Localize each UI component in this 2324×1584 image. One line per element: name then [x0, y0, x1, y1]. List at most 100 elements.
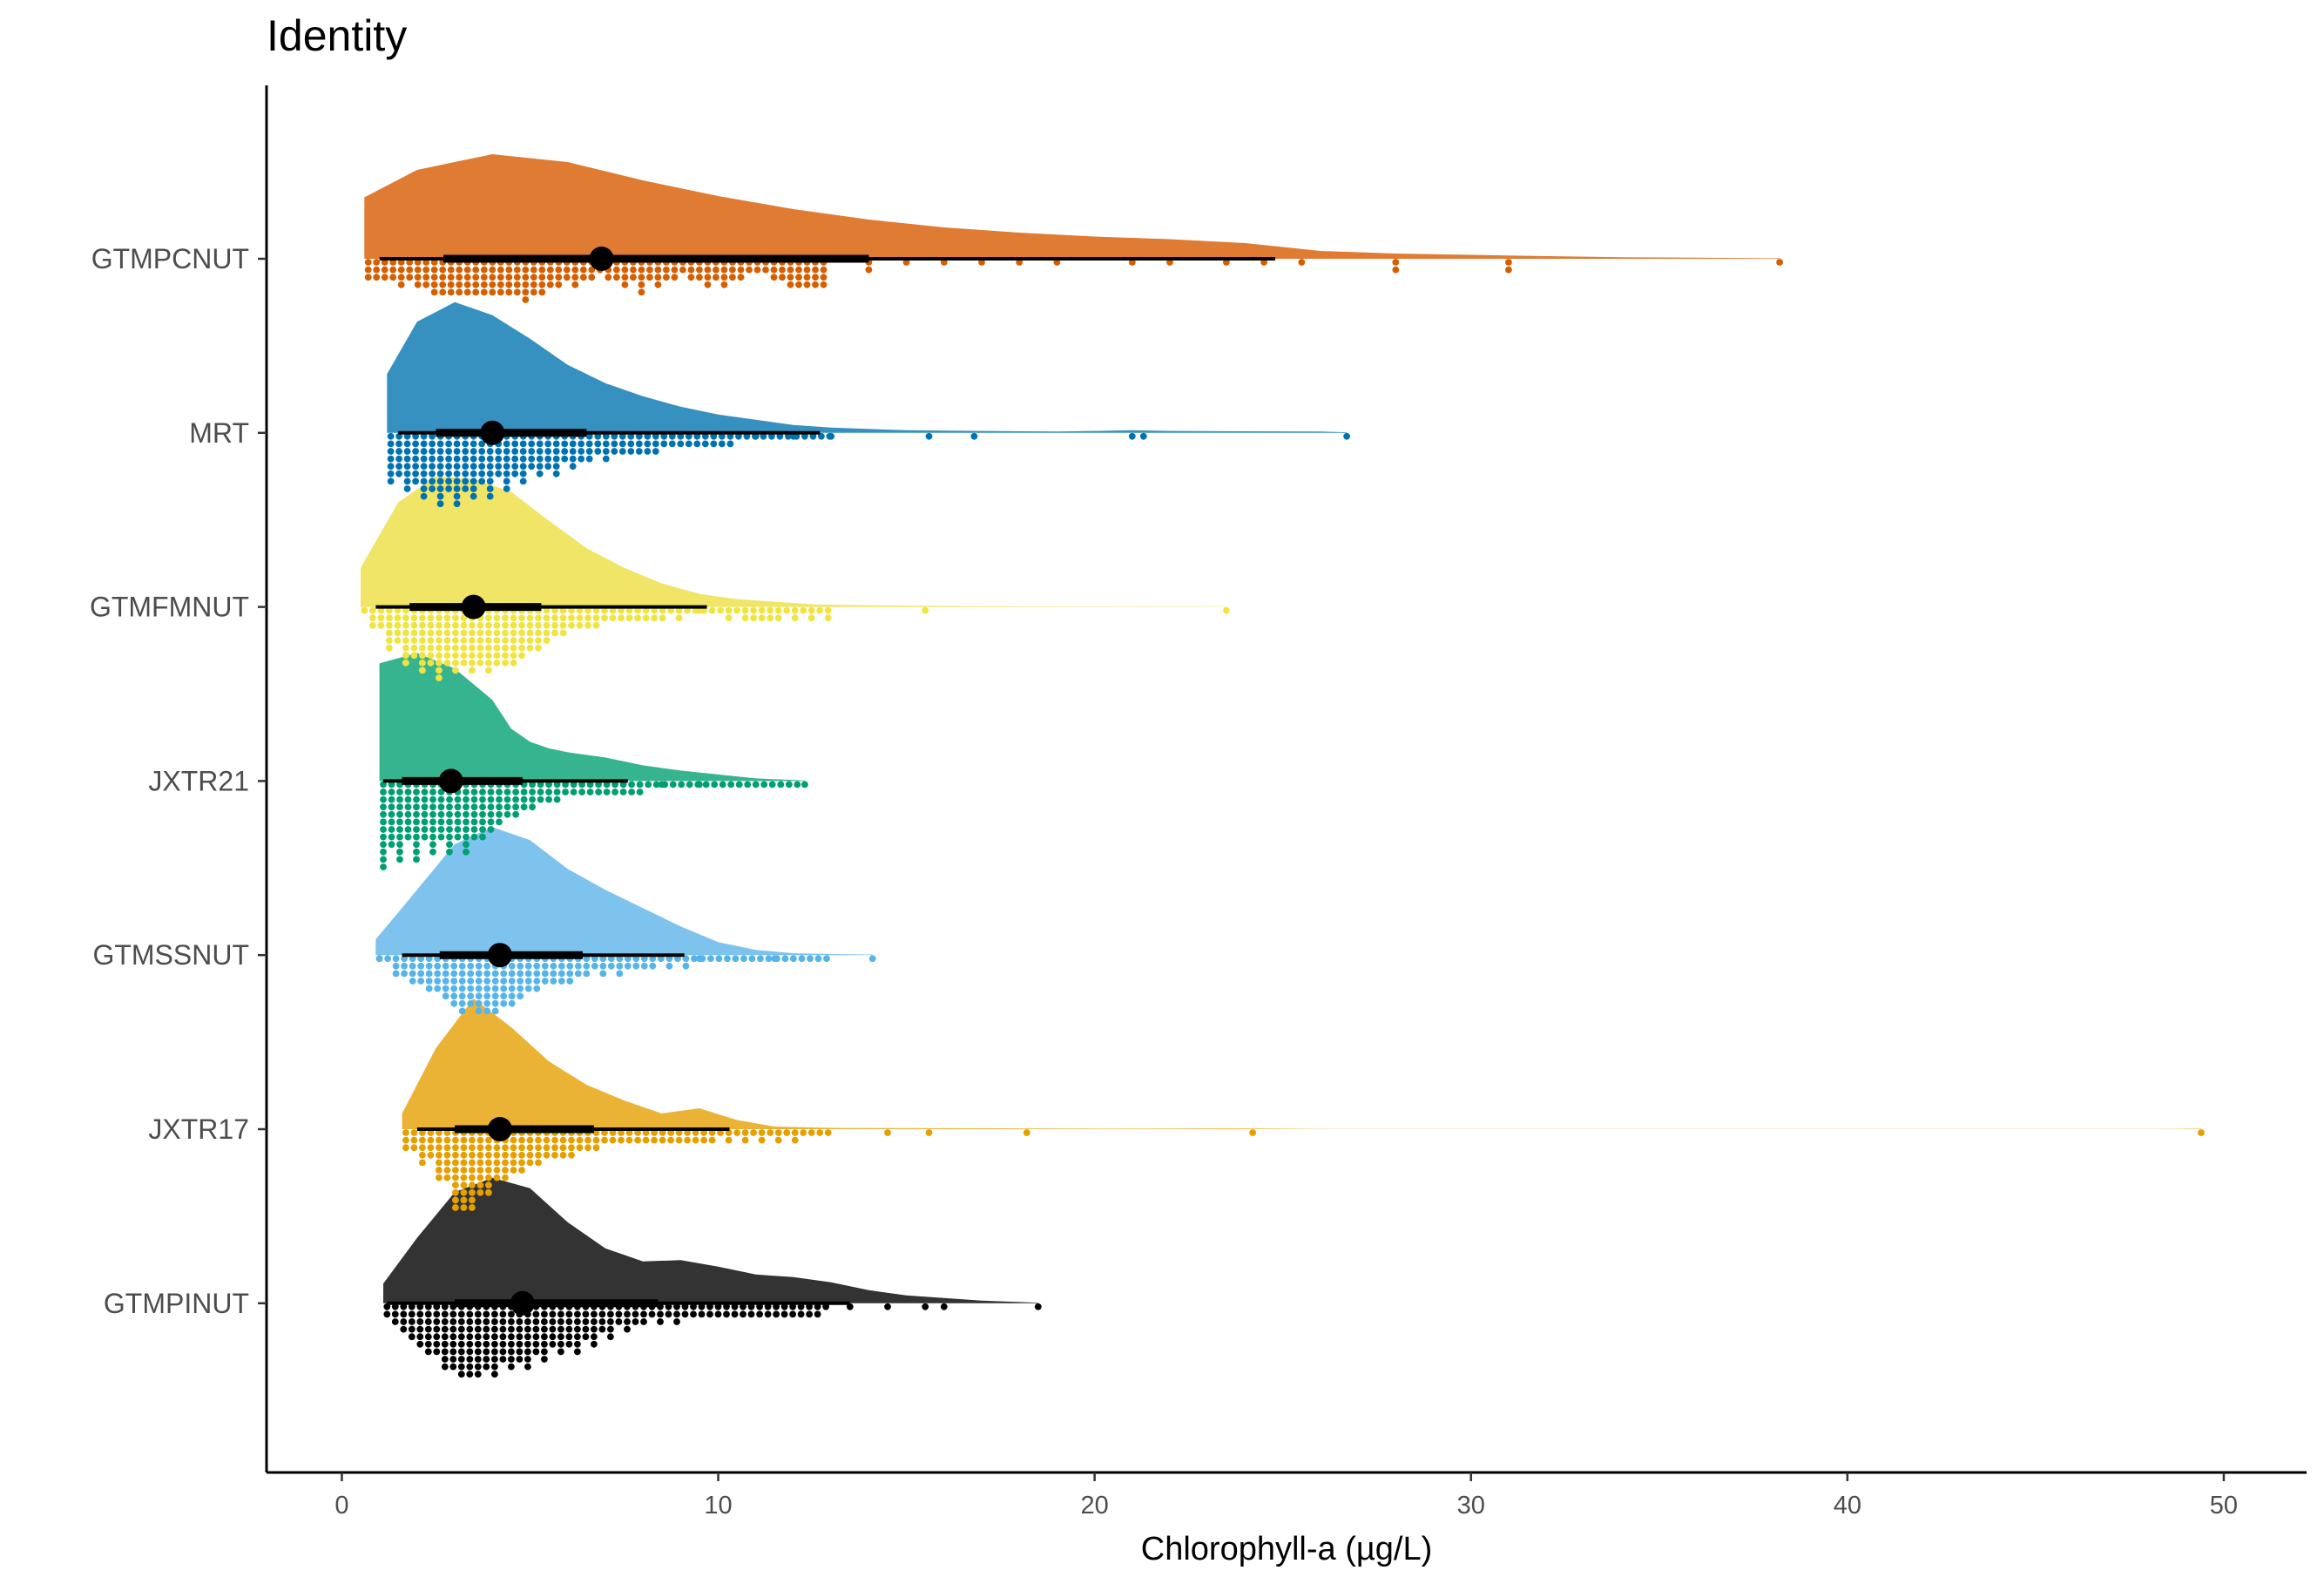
rain-dot — [659, 1136, 666, 1144]
rain-dot — [485, 637, 492, 644]
rain-dot — [611, 440, 618, 448]
rain-dot — [714, 1310, 722, 1318]
rain-dot — [487, 789, 495, 795]
rain-dot — [690, 1303, 697, 1310]
rain-dot — [541, 1348, 548, 1356]
rain-dot — [400, 1303, 408, 1310]
rain-dot — [591, 1340, 598, 1348]
rain-dot — [524, 1356, 531, 1363]
rain-dot — [443, 629, 451, 637]
rain-dot — [485, 652, 492, 660]
rain-dot — [420, 485, 428, 492]
rain-dot — [410, 1136, 418, 1144]
rain-dot — [651, 1136, 658, 1144]
rain-dot — [437, 789, 445, 795]
rain-dot — [599, 955, 607, 963]
rain-dot — [717, 606, 724, 614]
rain-dot — [476, 1167, 484, 1174]
rain-dot — [387, 477, 395, 485]
rain-dot — [550, 970, 557, 978]
rain-dot — [491, 1310, 498, 1318]
category-label: GTMPCNUT — [91, 243, 249, 274]
rain-dot — [2198, 1129, 2205, 1136]
rain-dot — [402, 1144, 409, 1152]
rain-dot — [380, 810, 387, 818]
rain-dot — [720, 274, 728, 281]
rain-dot — [635, 448, 643, 455]
rain-dot — [1776, 259, 1783, 266]
rain-dot — [616, 955, 624, 963]
rain-dot — [388, 781, 395, 789]
rain-dot — [669, 781, 677, 789]
rain-dot — [723, 1310, 730, 1318]
rain-dot — [429, 818, 436, 826]
category-label: JXTR17 — [148, 1114, 249, 1145]
category-label: MRT — [189, 417, 249, 449]
rain-dot — [758, 614, 766, 622]
rain-dot — [395, 432, 402, 440]
rain-dot — [462, 477, 470, 485]
rain-dot — [611, 432, 618, 440]
rain-dot — [713, 266, 719, 274]
rain-dot — [692, 1136, 699, 1144]
rain-dot — [607, 1333, 614, 1341]
rain-dot — [508, 1348, 515, 1356]
rain-dot — [758, 606, 766, 614]
rain-dot — [436, 674, 443, 681]
rain-dot — [518, 652, 525, 660]
rain-dot — [421, 803, 429, 811]
rain-dot — [433, 1318, 441, 1325]
rain-dot — [460, 1188, 468, 1196]
rain-dot — [800, 606, 807, 614]
rain-dot — [377, 621, 385, 629]
rain-dot — [541, 1356, 548, 1363]
rain-dot — [632, 955, 640, 963]
rain-dot — [453, 470, 461, 477]
rain-dot — [667, 1129, 674, 1136]
rain-dot — [478, 463, 486, 470]
rain-dot — [803, 266, 811, 274]
rain-dot — [403, 477, 411, 485]
rain-dot — [458, 985, 466, 992]
rain-dot — [453, 477, 461, 485]
rain-dot — [563, 274, 571, 281]
rain-dot — [698, 1310, 706, 1318]
rain-dot — [503, 463, 510, 470]
rain-dot — [413, 803, 420, 811]
rain-dot — [467, 962, 475, 970]
rain-dot — [424, 1310, 432, 1318]
rain-dot — [779, 274, 786, 281]
rain-dot — [592, 1129, 600, 1136]
rain-dot — [388, 833, 395, 841]
rain-dot — [449, 1318, 457, 1325]
rain-dot — [406, 266, 414, 274]
rain-dot — [436, 492, 444, 500]
rain-dot — [433, 1333, 441, 1341]
rain-dot — [607, 962, 615, 970]
rain-dot — [429, 448, 436, 455]
rain-dot — [475, 978, 483, 985]
rain-dot — [500, 992, 508, 1000]
rain-dot — [452, 1204, 459, 1211]
rain-dot — [429, 795, 436, 803]
rain-dot — [453, 440, 461, 448]
rain-dot — [592, 1144, 600, 1152]
rain-dot — [436, 1174, 443, 1181]
rain-dot — [868, 955, 876, 963]
rain-dot — [679, 266, 686, 274]
rain-dot — [566, 962, 574, 970]
rain-dot — [469, 1167, 476, 1174]
rain-dot — [420, 463, 428, 470]
rain-dot — [483, 1356, 490, 1363]
rain-dot — [607, 1325, 614, 1333]
rain-dot — [429, 803, 436, 811]
rain-dot — [470, 789, 478, 795]
rain-dot — [529, 803, 536, 811]
rain-dot — [638, 288, 645, 296]
rain-dot — [491, 985, 499, 992]
rain-dot — [582, 1310, 590, 1318]
rain-dot — [568, 614, 575, 622]
rain-dot — [552, 470, 560, 477]
rain-dot — [386, 614, 393, 622]
rain-dot — [441, 1303, 449, 1310]
